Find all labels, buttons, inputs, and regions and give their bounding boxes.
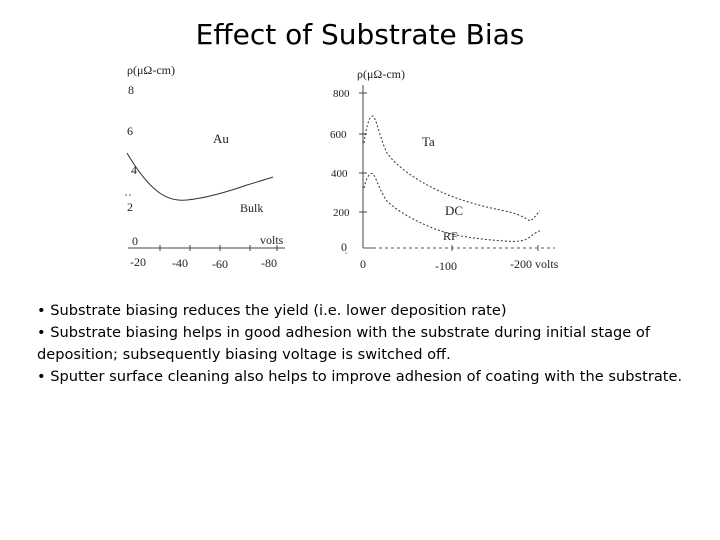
ta-panel: ρ(μΩ-cm) 800 600 400 200 0 0 -100 -200 v… xyxy=(330,67,559,273)
ta-ylabel: ρ(μΩ-cm) xyxy=(357,67,405,81)
slide-title: Effect of Substrate Bias xyxy=(195,18,525,51)
au-xtick: -80 xyxy=(261,256,277,270)
au-ylabel: ρ(μΩ-cm) xyxy=(127,63,175,77)
ta-label: Ta xyxy=(422,134,435,149)
ta-ytick-800: 800 xyxy=(333,88,350,100)
ta-xtick-0: 0 xyxy=(360,257,366,271)
bullet-item: • Sputter surface cleaning also helps to… xyxy=(37,368,683,385)
ta-ytick-600: 600 xyxy=(330,129,347,141)
ta-dc-label: DC xyxy=(445,203,463,218)
au-resistivity-curve xyxy=(126,152,274,201)
au-xtick: -60 xyxy=(212,257,228,271)
au-ytick-4: 4 xyxy=(131,163,137,177)
ta-xtick-100: -100 xyxy=(435,259,457,273)
ta-ytick-400: 400 xyxy=(331,168,348,180)
au-ytick-6: 6 xyxy=(127,124,133,138)
bullet-item: • Substrate biasing reduces the yield (i… xyxy=(37,302,507,319)
ta-ytick-200: 200 xyxy=(333,207,350,219)
bullet-item: • Substrate biasing helps in good adhesi… xyxy=(37,324,650,363)
ta-xtick-200: -200 volts xyxy=(510,257,559,271)
substrate-bias-figure: ρ(μΩ-cm) 8 6 4 2 0 volts -20 -40 -60 -80… xyxy=(115,55,585,280)
au-ytick-8: 8 xyxy=(128,83,134,97)
au-panel: ρ(μΩ-cm) 8 6 4 2 0 volts -20 -40 -60 -80… xyxy=(125,63,285,271)
au-ytick-0: 0 xyxy=(132,234,138,248)
au-x-unit: volts xyxy=(260,233,284,247)
au-xtick: -20 xyxy=(130,255,146,269)
bullet-list: • Substrate biasing reduces the yield (i… xyxy=(37,300,697,388)
ta-ytick-0: 0 xyxy=(341,240,347,254)
ta-rf-label: RF xyxy=(443,229,458,243)
au-bulk-label: Bulk xyxy=(240,201,263,215)
au-ytick-2: 2 xyxy=(127,200,133,214)
resistivity-plots: ρ(μΩ-cm) 8 6 4 2 0 volts -20 -40 -60 -80… xyxy=(125,63,559,273)
au-xtick: -40 xyxy=(172,256,188,270)
ta-dc-curve xyxy=(363,115,541,222)
ta-rf-curve xyxy=(363,173,541,242)
au-label: Au xyxy=(213,131,229,146)
